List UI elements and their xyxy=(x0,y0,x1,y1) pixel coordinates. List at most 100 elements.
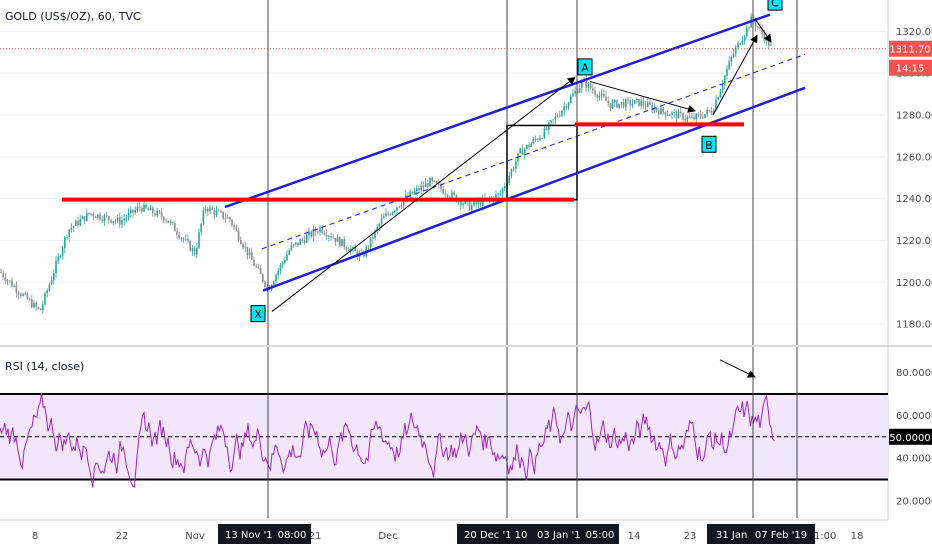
candle-body xyxy=(202,210,205,224)
candle-body xyxy=(614,100,616,103)
candle-body xyxy=(600,93,603,96)
candle-body xyxy=(154,213,156,216)
candle-body xyxy=(193,248,196,255)
candle-body xyxy=(15,286,18,293)
candle-body xyxy=(310,231,312,237)
candle-body xyxy=(244,246,246,248)
rsi-series xyxy=(0,392,775,488)
candle-body xyxy=(88,212,90,215)
candle-body xyxy=(97,214,99,218)
time-highlight-label: 08:00 xyxy=(278,530,307,541)
candle-body xyxy=(451,192,453,198)
candle-body xyxy=(585,79,587,88)
candle-body xyxy=(686,116,689,120)
candle-body xyxy=(295,242,297,245)
candle-body xyxy=(53,273,55,280)
time-highlight-label: 13 Nov '18 xyxy=(225,530,279,541)
candle-body xyxy=(627,99,629,101)
price-tick-label: 1180.00 xyxy=(896,320,932,331)
candle-body xyxy=(713,109,715,114)
candle-body xyxy=(2,272,4,278)
price-tick-label: 1260.00 xyxy=(896,152,932,163)
candle-body xyxy=(279,264,282,271)
candle-body xyxy=(345,247,348,250)
candle-body xyxy=(554,116,557,120)
candle-body xyxy=(306,235,308,243)
candle-body xyxy=(671,112,673,116)
candle-body xyxy=(77,220,79,226)
candle-body xyxy=(156,210,158,216)
candle-body xyxy=(22,293,24,296)
wave-arrow xyxy=(271,76,576,312)
candle-body xyxy=(765,37,768,42)
candle-body xyxy=(433,180,436,182)
time-highlight-label: 03 Jan '19 xyxy=(537,530,587,541)
candle-body xyxy=(207,208,209,212)
channel-mid xyxy=(261,53,806,250)
candle-body xyxy=(561,110,563,116)
candle-body xyxy=(664,111,667,116)
candle-body xyxy=(658,110,660,115)
rsi-band xyxy=(0,393,888,481)
time-tick-label: 01:00 xyxy=(808,531,837,542)
candle-body xyxy=(770,44,772,46)
candle-body xyxy=(160,212,163,217)
candle-body xyxy=(4,277,7,281)
candle-body xyxy=(385,213,387,217)
candle-body xyxy=(495,194,497,201)
candle-body xyxy=(31,299,33,308)
candle-body xyxy=(497,193,499,195)
candle-body xyxy=(563,106,565,111)
candle-body xyxy=(81,216,84,220)
candle-body xyxy=(246,246,249,256)
candle-body xyxy=(468,201,471,211)
rsi-current-text: 50.0000 xyxy=(889,433,930,444)
candle-body xyxy=(594,90,596,95)
candle-body xyxy=(28,299,31,300)
candle-body xyxy=(519,148,521,154)
candle-body xyxy=(607,101,609,104)
candle-body xyxy=(61,248,64,257)
candle-body xyxy=(416,188,418,192)
candle-body xyxy=(226,217,229,219)
candle-body xyxy=(743,36,746,41)
candle-body xyxy=(200,223,202,233)
candle-body xyxy=(746,27,748,37)
candle-body xyxy=(79,219,81,226)
candle-body xyxy=(721,84,724,91)
candle-body xyxy=(224,218,227,220)
drawings[interactable]: X A B C xyxy=(0,0,888,518)
candle-body xyxy=(68,229,70,238)
price-axis[interactable]: 1320.001300.001280.001260.001240.001220.… xyxy=(889,27,932,331)
candle-body xyxy=(6,280,9,282)
candle-body xyxy=(290,245,293,251)
channel-lower xyxy=(262,86,806,292)
candle-body xyxy=(257,266,260,269)
candle-body xyxy=(631,103,634,106)
candle-body xyxy=(112,221,114,223)
candle-body xyxy=(48,284,51,291)
candle-body xyxy=(737,42,739,48)
candle-body xyxy=(539,137,541,140)
candle-body xyxy=(526,144,528,150)
candle-body xyxy=(39,308,42,311)
price-tick-label: 1220.00 xyxy=(896,236,932,247)
candle-body xyxy=(446,194,449,198)
candle-body xyxy=(259,268,262,275)
rsi-line xyxy=(0,392,775,488)
candle-body xyxy=(552,119,554,121)
candle-body xyxy=(565,106,568,108)
price-label-bg xyxy=(889,59,932,76)
candle-body xyxy=(501,188,504,194)
candle-body xyxy=(471,205,473,211)
candle-body xyxy=(13,286,15,287)
rsi-current-bg xyxy=(889,428,932,445)
wave-label-box xyxy=(577,58,593,76)
candle-body xyxy=(479,201,482,206)
candle-body xyxy=(75,220,77,227)
rsi-axis[interactable]: 80.0000 60.0000 40.0000 20.0000 50.0000 xyxy=(889,368,932,507)
candle-body xyxy=(477,201,480,205)
candle-body xyxy=(334,237,337,242)
